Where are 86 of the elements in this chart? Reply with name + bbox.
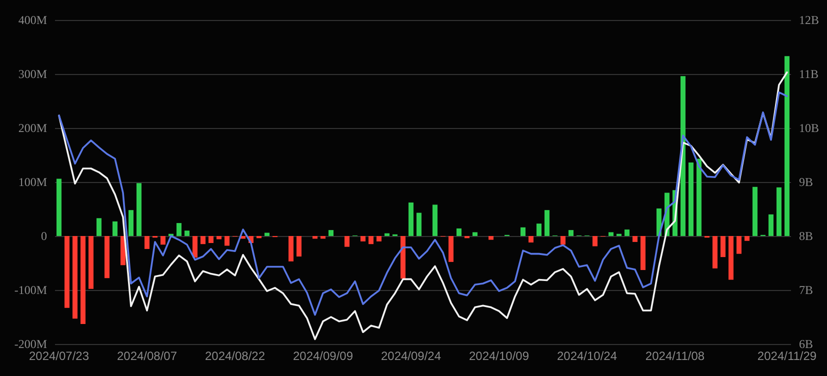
bar bbox=[360, 236, 366, 242]
bar bbox=[728, 236, 734, 280]
bar bbox=[784, 56, 790, 236]
line-series bbox=[58, 91, 788, 316]
x-tick-label: 2024/08/07 bbox=[116, 349, 178, 363]
bar bbox=[544, 210, 550, 236]
bar bbox=[72, 236, 78, 319]
bar bbox=[176, 223, 182, 236]
bar bbox=[328, 230, 334, 236]
bar bbox=[680, 76, 686, 236]
bar bbox=[192, 236, 198, 258]
y2-tick-label: 10B bbox=[799, 121, 820, 135]
y-tick-label: 100M bbox=[18, 175, 48, 189]
y-tick-label: 200M bbox=[18, 121, 48, 135]
bar bbox=[408, 202, 414, 236]
bar bbox=[768, 214, 774, 236]
bar bbox=[312, 236, 318, 239]
bar bbox=[216, 236, 222, 240]
bar bbox=[472, 232, 478, 236]
bar bbox=[560, 236, 566, 245]
x-tick-label: 2024/07/23 bbox=[28, 349, 90, 363]
y2-tick-label: 11B bbox=[799, 67, 819, 81]
bar bbox=[384, 233, 390, 236]
bar bbox=[368, 236, 374, 244]
y2-tick-label: 7B bbox=[799, 283, 814, 297]
y2-tick-label: 8B bbox=[799, 229, 814, 243]
bar bbox=[520, 227, 526, 236]
bar bbox=[128, 210, 134, 236]
bar bbox=[200, 236, 206, 244]
bar bbox=[448, 236, 454, 262]
bar bbox=[416, 212, 422, 236]
x-tick-label: 2024/10/09 bbox=[468, 349, 530, 363]
x-tick-label: 2024/08/22 bbox=[204, 349, 266, 363]
y-tick-label: -100M bbox=[14, 283, 48, 297]
y-tick-label: 400M bbox=[18, 13, 48, 27]
y-tick-label: 0 bbox=[41, 229, 47, 243]
bar bbox=[80, 236, 86, 324]
bar bbox=[744, 236, 750, 241]
bar bbox=[688, 162, 694, 236]
bar bbox=[776, 187, 782, 236]
bar bbox=[344, 236, 350, 247]
bar bbox=[88, 236, 94, 289]
bar bbox=[376, 236, 382, 242]
bar bbox=[264, 232, 270, 236]
bar bbox=[640, 236, 646, 270]
x-tick-label: 2024/10/24 bbox=[556, 349, 618, 363]
bar bbox=[64, 236, 70, 308]
bar bbox=[208, 236, 214, 244]
bar bbox=[400, 236, 406, 279]
bar bbox=[320, 236, 326, 239]
bar bbox=[288, 236, 294, 262]
bar bbox=[568, 230, 574, 236]
bar bbox=[136, 183, 142, 236]
y-tick-label: 300M bbox=[18, 67, 48, 81]
bar bbox=[432, 204, 438, 236]
y-tick-label: -200M bbox=[14, 337, 48, 351]
bar bbox=[160, 236, 166, 245]
x-tick-label: 2024/11/08 bbox=[645, 349, 705, 363]
x-tick-label: 2024/09/24 bbox=[380, 349, 442, 363]
bar bbox=[104, 236, 110, 278]
bar bbox=[752, 186, 758, 236]
bar bbox=[696, 158, 702, 236]
bar bbox=[736, 236, 742, 254]
bar bbox=[632, 236, 638, 242]
line-series bbox=[58, 71, 788, 340]
bar bbox=[96, 218, 102, 236]
bar bbox=[592, 236, 598, 246]
bar bbox=[624, 230, 630, 236]
bar bbox=[608, 232, 614, 236]
bar bbox=[720, 236, 726, 258]
bar bbox=[296, 236, 302, 257]
x-tick-label: 2024/09/09 bbox=[292, 349, 354, 363]
bar bbox=[224, 236, 230, 246]
bar bbox=[712, 236, 718, 268]
y2-tick-label: 9B bbox=[799, 175, 814, 189]
bar bbox=[536, 224, 542, 236]
y2-tick-label: 12B bbox=[799, 13, 820, 27]
bar bbox=[456, 228, 462, 236]
bar bbox=[144, 236, 150, 249]
bar bbox=[184, 230, 190, 236]
y2-tick-label: 6B bbox=[799, 337, 814, 351]
bar bbox=[528, 236, 534, 242]
x-tick-label: 2024/11/29 bbox=[757, 349, 817, 363]
bar bbox=[112, 221, 118, 236]
bar bbox=[56, 178, 62, 236]
bar bbox=[488, 236, 494, 240]
